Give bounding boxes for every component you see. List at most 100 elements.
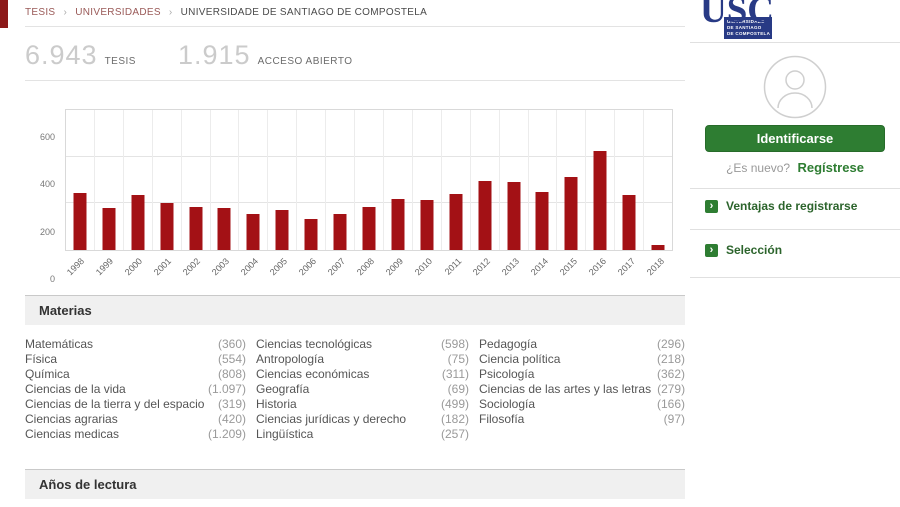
subject-count: (182) [440,412,469,426]
x-tick-label: 2000 [123,256,145,278]
chart-column [239,110,269,250]
subject-row: Física (554) [25,352,246,367]
x-tick: 2006 [297,251,326,285]
subject-row: Historia (499) [256,397,469,412]
subject-link[interactable]: Historia [255,397,297,411]
usc-logo-box: UNIVERSIDADE DE SANTIAGO DE COMPOSTELA [724,17,772,39]
subject-row: Ciencias económicas (311) [256,367,469,382]
x-tick: 2003 [210,251,239,285]
chart-column [586,110,616,250]
usc-logo-line: DE SANTIAGO [727,24,762,30]
login-button[interactable]: Identificarse [705,125,885,152]
chart-column [153,110,182,250]
chart-column [297,110,327,250]
x-tick-label: 2007 [325,256,348,278]
chart-column [66,110,95,250]
subject-link[interactable]: Física [25,352,58,366]
stats-bar: 6.943 TESIS 1.915 ACCESO ABIERTO [25,40,685,73]
x-tick: 2012 [470,251,499,285]
subject-count: (166) [656,397,685,411]
subject-link[interactable]: Ciencias medicas [25,427,120,441]
subject-link[interactable]: Ciencias jurídicas y derecho [255,412,407,426]
subject-link[interactable]: Ciencias agrarias [25,412,118,426]
chevron-right-icon: › [705,199,718,213]
subject-count: (296) [656,337,685,351]
subject-link[interactable]: Pedagogía [479,337,538,351]
subject-link[interactable]: Matemáticas [25,337,94,351]
x-tick-label: 2016 [586,256,608,278]
bar-2017 [622,195,636,250]
sidebar-item-ventajas[interactable]: › Ventajas de registrarse [705,199,857,213]
subject-link[interactable]: Ciencias tecnológicas [255,337,373,351]
chart-column [124,110,153,250]
breadcrumb-separator: › [168,7,173,18]
subject-row: Geografía (69) [256,382,469,397]
breadcrumb-current: UNIVERSIDADE DE SANTIAGO DE COMPOSTELA [180,7,428,18]
chart-column [95,110,124,250]
subject-link[interactable]: Ciencias de las artes y las letras [479,382,652,396]
subject-count: (499) [440,397,469,411]
x-tick-label: 2003 [210,256,232,278]
bar-2018 [651,245,665,250]
y-tick-label: 0 [49,274,55,284]
chart-column [326,110,356,250]
divider [690,229,900,230]
divider [25,80,685,81]
bar-2001 [160,203,174,250]
bar-2003 [217,208,231,250]
subject-link[interactable]: Ciencias de la vida [25,382,126,396]
subject-row: Ciencias tecnológicas (598) [256,337,469,352]
register-link[interactable]: Regístrese [797,160,864,175]
bar-1998 [73,192,87,250]
bar-2015 [564,176,578,250]
x-tick-label: 2017 [615,256,637,278]
sidebar-item-seleccion[interactable]: › Selección [705,243,782,257]
x-tick: 2015 [557,251,586,285]
subject-link[interactable]: Ciencias económicas [255,367,370,381]
user-avatar-icon [763,55,827,119]
materias-list: Matemáticas (360) Física (554) Química (808) C… [25,325,685,448]
subject-link[interactable]: Lingüística [255,427,314,441]
x-tick-label: 2004 [239,256,261,278]
subject-link[interactable]: Ciencias de la tierra y del espacio [25,397,205,411]
y-tick-label: 200 [39,226,55,237]
x-tick-label: 2011 [442,256,463,277]
chart-x-labels: 1998 1999 2000 2001 2002 2003 2004 2005 2006 2007… [65,251,673,285]
new-user-prompt: ¿Es nuevo? [726,161,791,175]
subject-link[interactable]: Geografía [255,382,310,396]
x-tick-label: 2010 [412,256,434,278]
chart-plot [65,109,673,251]
materias-header: Materias [25,295,685,325]
subject-link[interactable]: Psicología [479,367,535,381]
subject-count: (554) [217,352,246,366]
x-tick: 2018 [644,251,673,285]
subject-link[interactable]: Sociología [479,397,536,411]
x-tick-label: 2009 [383,256,406,278]
materias-title: Materias [39,303,92,318]
chevron-right-icon: › [705,243,718,257]
subject-count: (257) [440,427,469,441]
subject-row: Matemáticas (360) [25,337,246,352]
x-tick: 1999 [94,251,123,285]
subject-row: Pedagogía (296) [479,337,685,352]
x-tick: 2008 [355,251,384,285]
subject-link[interactable]: Antropología [255,352,325,366]
breadcrumb-universidades[interactable]: UNIVERSIDADES [75,7,161,18]
subject-count: (311) [441,367,469,381]
bar-2010 [420,199,434,250]
chart-y-axis: 0 200 400 600 [25,132,59,284]
subject-link[interactable]: Filosofía [479,412,525,426]
divider [25,26,685,27]
chart-column [500,110,529,250]
x-tick: 2005 [268,251,297,285]
bar-2016 [593,150,607,250]
subject-link[interactable]: Ciencia política [479,352,561,366]
y-tick-label: 600 [39,132,55,142]
gridline [66,202,672,204]
breadcrumb-tesis[interactable]: TESIS [25,7,56,18]
usc-logo[interactable]: USC UNIVERSIDADE DE SANTIAGO DE COMPOSTE… [700,0,782,41]
subject-row: Lingüística (257) [256,427,469,442]
theses-label: TESIS [104,56,136,67]
subject-count: (808) [217,367,246,381]
subject-link[interactable]: Química [25,367,70,381]
